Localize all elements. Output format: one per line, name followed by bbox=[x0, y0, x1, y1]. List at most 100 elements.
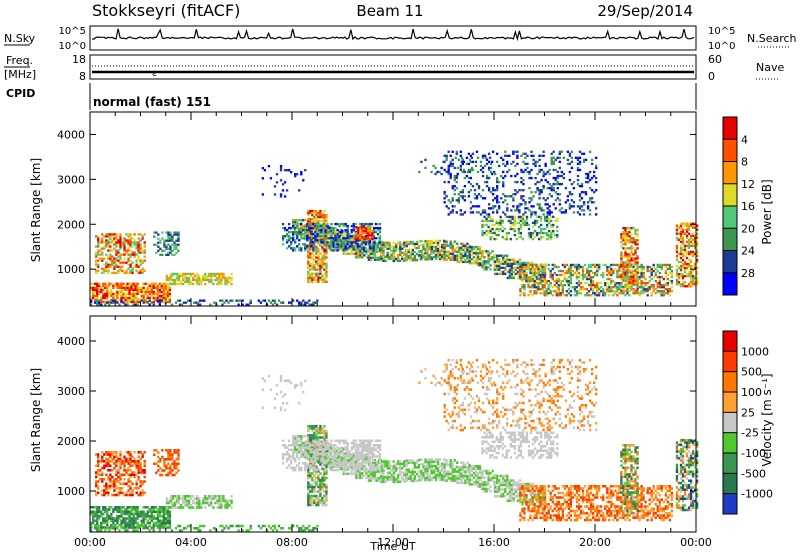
power-cell bbox=[620, 275, 623, 278]
power-cell bbox=[192, 272, 195, 276]
power-cell bbox=[113, 247, 116, 250]
power-cell bbox=[456, 256, 459, 260]
power-cell bbox=[638, 265, 641, 269]
velocity-cell bbox=[162, 506, 166, 509]
power-cell bbox=[158, 294, 161, 298]
power-cell bbox=[165, 231, 168, 234]
velocity-cell bbox=[125, 471, 128, 474]
power-cell bbox=[362, 249, 366, 252]
power-cell bbox=[112, 301, 115, 304]
power-cell bbox=[474, 249, 478, 253]
power-cell bbox=[216, 278, 219, 282]
power-cell bbox=[470, 253, 474, 257]
power-cell bbox=[687, 244, 691, 248]
power-cell bbox=[300, 171, 303, 174]
velocity-cell bbox=[166, 510, 170, 514]
power-cell bbox=[556, 170, 559, 174]
power-cell bbox=[526, 207, 529, 210]
velocity-cell bbox=[118, 515, 121, 518]
power-cell bbox=[320, 235, 323, 238]
velocity-cell bbox=[113, 451, 116, 454]
power-cell bbox=[490, 160, 494, 164]
power-cell bbox=[302, 237, 305, 240]
power-cell bbox=[677, 252, 681, 256]
power-cell bbox=[691, 226, 695, 229]
power-cell bbox=[124, 286, 127, 290]
power-cell bbox=[677, 226, 681, 229]
power-cell bbox=[614, 292, 617, 295]
power-cell bbox=[636, 283, 639, 286]
power-cell bbox=[206, 278, 209, 282]
power-cell bbox=[487, 152, 491, 155]
power-cell bbox=[642, 292, 645, 295]
power-cell bbox=[598, 263, 601, 267]
power-cell bbox=[346, 252, 349, 255]
power-cell bbox=[481, 256, 484, 259]
power-cell bbox=[556, 197, 559, 200]
power-cell bbox=[628, 253, 631, 256]
power-cell bbox=[370, 247, 374, 250]
power-cell bbox=[512, 266, 516, 270]
power-cell bbox=[308, 239, 311, 243]
velocity-cell bbox=[111, 484, 114, 488]
power-cell bbox=[300, 173, 303, 176]
power-cell bbox=[103, 235, 106, 238]
power-cell bbox=[573, 294, 577, 297]
power-cell bbox=[117, 239, 120, 242]
power-cell bbox=[173, 282, 177, 286]
power-cell bbox=[355, 233, 358, 237]
power-cell bbox=[304, 301, 307, 304]
power-cell bbox=[628, 294, 631, 297]
velocity-cell bbox=[129, 457, 132, 461]
power-cell bbox=[338, 247, 341, 250]
power-cell bbox=[287, 239, 291, 242]
power-cell bbox=[447, 166, 450, 170]
power-cell bbox=[407, 242, 410, 246]
power-cell bbox=[451, 199, 454, 202]
power-cell bbox=[640, 290, 643, 293]
power-cell bbox=[630, 249, 633, 252]
power-cell bbox=[632, 292, 635, 295]
power-cell bbox=[132, 299, 135, 302]
power-cell bbox=[279, 167, 283, 170]
power-cell bbox=[277, 299, 281, 302]
power-cell bbox=[511, 223, 514, 227]
power-cell bbox=[204, 278, 207, 282]
power-cell bbox=[131, 245, 134, 248]
velocity-cell bbox=[127, 460, 130, 463]
power-cell bbox=[321, 256, 324, 259]
power-cell bbox=[683, 262, 687, 266]
power-cell bbox=[101, 267, 104, 270]
power-cell bbox=[624, 285, 627, 288]
power-cell bbox=[520, 197, 523, 200]
power-cell bbox=[107, 233, 110, 236]
power-cell bbox=[489, 207, 493, 210]
power-cell bbox=[261, 177, 265, 180]
power-cell bbox=[566, 162, 570, 166]
power-cell bbox=[513, 227, 517, 231]
power-cell bbox=[328, 245, 331, 248]
power-cell bbox=[543, 294, 546, 297]
power-cell bbox=[447, 254, 450, 257]
power-cell bbox=[177, 274, 181, 278]
power-cell bbox=[226, 278, 229, 282]
power-cell bbox=[355, 252, 358, 255]
power-cell bbox=[541, 227, 545, 231]
power-cell bbox=[550, 233, 553, 237]
velocity-cell bbox=[111, 469, 114, 472]
power-cell bbox=[119, 245, 122, 248]
power-cell bbox=[644, 283, 647, 287]
power-cell bbox=[687, 270, 691, 274]
power-cell bbox=[388, 255, 391, 259]
power-cell bbox=[511, 215, 514, 219]
power-cell bbox=[575, 275, 579, 279]
power-cell bbox=[513, 229, 517, 233]
power-cell bbox=[696, 258, 699, 262]
power-cell bbox=[604, 292, 607, 295]
power-cell bbox=[451, 150, 454, 153]
power-cell bbox=[569, 277, 573, 281]
power-cell bbox=[529, 233, 533, 237]
power-cell bbox=[552, 203, 555, 206]
velocity-cell bbox=[128, 519, 131, 523]
power-cell bbox=[115, 249, 118, 252]
